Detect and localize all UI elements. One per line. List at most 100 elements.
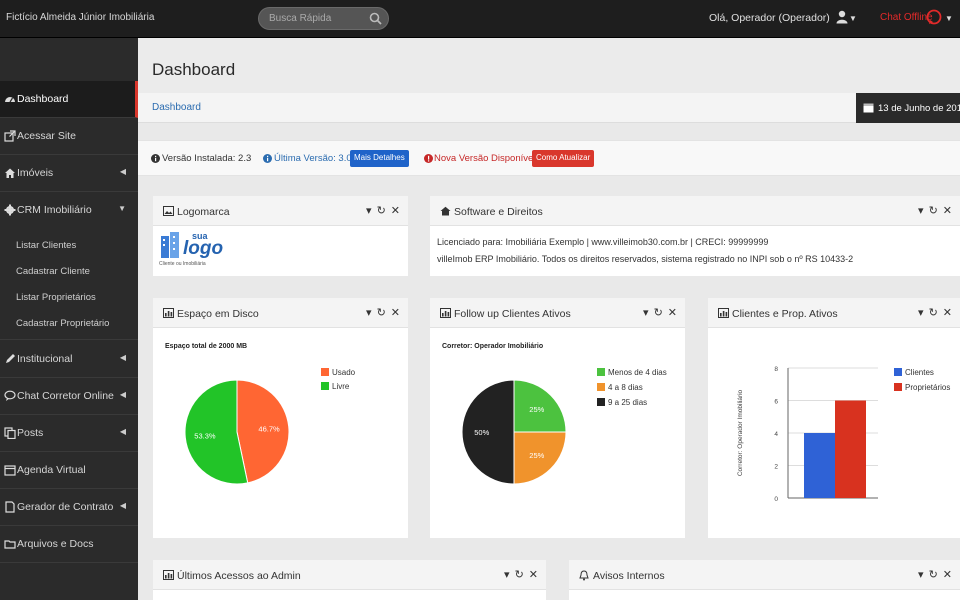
refresh-icon[interactable]: ↻ xyxy=(928,569,938,581)
sidebar-item-label: Agenda Virtual xyxy=(17,464,86,476)
brand-name[interactable]: Fictício Almeida Júnior Imobiliária xyxy=(6,12,155,23)
crm-submenu: Listar Clientes Cadastrar Cliente Listar… xyxy=(0,230,138,340)
pie-slice-label-0: 46.7% xyxy=(258,425,280,434)
panel-header: Follow up Clientes Ativos ▾ ↻ ✕ xyxy=(430,298,685,328)
pie-slice-1 xyxy=(513,431,567,485)
details-button[interactable]: Mais Detalhes xyxy=(350,150,409,167)
panel-title: Clientes e Prop. Ativos xyxy=(732,308,838,320)
legend-label: Usado xyxy=(332,368,356,377)
expand-arrow-icon: ◀ xyxy=(119,501,126,510)
refresh-icon[interactable]: ↻ xyxy=(653,307,663,319)
pie-slice-2 xyxy=(461,379,515,485)
sidebar-item-agenda[interactable]: Agenda Virtual xyxy=(0,452,138,489)
calendar-icon xyxy=(863,103,874,113)
legend-label: 4 a 8 dias xyxy=(608,383,643,392)
legend-label: Clientes xyxy=(905,368,934,377)
collapse-icon[interactable]: ▾ xyxy=(918,569,924,581)
legend-swatch xyxy=(597,398,605,406)
close-icon[interactable]: ✕ xyxy=(942,569,952,581)
update-button[interactable]: Como Atualizar xyxy=(532,150,595,167)
panel-title: Últimos Acessos ao Admin xyxy=(177,570,301,582)
y-tick-label: 6 xyxy=(774,399,778,406)
refresh-icon[interactable]: ↻ xyxy=(928,307,938,319)
sidebar-item-crm[interactable]: CRM Imobiliário ▼ xyxy=(0,192,138,229)
bell-icon xyxy=(579,570,589,581)
refresh-icon[interactable]: ↻ xyxy=(514,569,524,581)
close-icon[interactable]: ✕ xyxy=(942,307,952,319)
sidebar-item-posts[interactable]: Posts ◀ xyxy=(0,415,138,452)
top-navbar: Fictício Almeida Júnior Imobiliária Busc… xyxy=(0,0,960,38)
collapse-arrow-icon: ▼ xyxy=(118,204,126,213)
quick-search-input[interactable]: Busca Rápida xyxy=(258,7,389,30)
panel-controls: ▾ ↻ ✕ xyxy=(361,204,400,217)
y-tick-label: 4 xyxy=(774,431,778,438)
legend-swatch xyxy=(894,383,902,391)
sidebar-item-acessar-site[interactable]: Acessar Site xyxy=(0,118,138,155)
close-icon[interactable]: ✕ xyxy=(390,307,400,319)
submenu-item-cadastrar-cliente[interactable]: Cadastrar Cliente xyxy=(16,266,90,277)
legend-item-livre: Livre xyxy=(321,382,349,391)
info-icon xyxy=(151,154,160,163)
close-icon[interactable]: ✕ xyxy=(667,307,677,319)
user-menu-caret-icon[interactable]: ▼ xyxy=(849,14,857,23)
panel-header: Software e Direitos ▾ ↻ ✕ xyxy=(430,196,960,226)
sidebar-item-imoveis[interactable]: Imóveis ◀ xyxy=(0,155,138,192)
followup-panel: Follow up Clientes Ativos ▾ ↻ ✕ Corretor: … xyxy=(430,298,685,538)
panel-header: Logomarca ▾ ↻ ✕ xyxy=(153,196,408,226)
panel-controls: ▾ ↻ ✕ xyxy=(913,306,952,319)
collapse-icon[interactable]: ▾ xyxy=(366,307,372,319)
close-icon[interactable]: ✕ xyxy=(528,569,538,581)
followup-pie-chart: 25% 25% 50% xyxy=(461,379,567,485)
breadcrumb[interactable]: Dashboard xyxy=(152,102,201,113)
collapse-icon[interactable]: ▾ xyxy=(918,307,924,319)
close-icon[interactable]: ✕ xyxy=(942,205,952,217)
current-date: 13 de Junho de 2014 xyxy=(878,103,960,114)
submenu-item-cadastrar-proprietario[interactable]: Cadastrar Proprietário xyxy=(16,318,110,329)
submenu-item-listar-proprietarios[interactable]: Listar Proprietários xyxy=(16,292,96,303)
pie-slice-0 xyxy=(236,379,290,484)
pencil-icon xyxy=(6,354,15,363)
collapse-icon[interactable]: ▾ xyxy=(918,205,924,217)
calendar-icon xyxy=(4,465,16,476)
search-icon[interactable] xyxy=(369,12,382,25)
legend-item-menos-4: Menos de 4 dias xyxy=(597,368,667,377)
sidebar-item-label: Posts xyxy=(17,427,44,439)
last-access-panel: Últimos Acessos ao Admin ▾ ↻ ✕ xyxy=(153,560,546,600)
chart-icon xyxy=(440,308,451,318)
refresh-icon[interactable]: ↻ xyxy=(928,205,938,217)
page-title: Dashboard xyxy=(152,60,236,79)
collapse-icon[interactable]: ▾ xyxy=(504,569,510,581)
date-badge: 13 de Junho de 2014 xyxy=(856,93,960,123)
sidebar-item-arquivos[interactable]: Arquivos e Docs xyxy=(0,526,138,563)
sidebar-item-label: Chat Corretor Online xyxy=(17,390,114,402)
collapse-icon[interactable]: ▾ xyxy=(366,205,372,217)
refresh-icon[interactable]: ↻ xyxy=(376,205,386,217)
sidebar-item-institucional[interactable]: Institucional ◀ xyxy=(0,341,138,378)
software-panel: Software e Direitos ▾ ↻ ✕ Licenciado para:… xyxy=(430,196,960,276)
pie-slice-1 xyxy=(184,379,249,485)
user-icon[interactable] xyxy=(836,10,848,24)
chat-menu-caret-icon[interactable]: ▼ xyxy=(945,14,953,23)
refresh-icon[interactable]: ↻ xyxy=(376,307,386,319)
panel-header: Avisos Internos ▾ ↻ ✕ xyxy=(569,560,960,590)
legend-label: Menos de 4 dias xyxy=(608,368,667,377)
y-tick-label: 8 xyxy=(774,366,778,373)
breadcrumb-bar: Dashboard xyxy=(138,93,960,123)
bar-1 xyxy=(835,400,866,498)
panel-title: Software e Direitos xyxy=(454,206,543,218)
panel-title: Follow up Clientes Ativos xyxy=(454,308,571,320)
image-icon xyxy=(163,206,174,216)
logo-big-text: logo xyxy=(183,238,224,259)
close-icon[interactable]: ✕ xyxy=(390,205,400,217)
sidebar-item-gerador-contrato[interactable]: Gerador de Contrato ◀ xyxy=(0,489,138,526)
legend-swatch xyxy=(597,368,605,376)
sidebar-item-dashboard[interactable]: Dashboard xyxy=(0,81,138,118)
panel-controls: ▾ ↻ ✕ xyxy=(638,306,677,319)
collapse-icon[interactable]: ▾ xyxy=(643,307,649,319)
disk-usage-pie-chart: 46.7% 53.3% xyxy=(184,379,290,485)
chat-offline-icon[interactable] xyxy=(926,9,942,25)
chat-status[interactable]: Chat Offline xyxy=(880,12,933,23)
sidebar-item-chat-corretor[interactable]: Chat Corretor Online ◀ xyxy=(0,378,138,415)
folder-icon xyxy=(4,540,16,549)
submenu-item-listar-clientes[interactable]: Listar Clientes xyxy=(16,240,77,251)
